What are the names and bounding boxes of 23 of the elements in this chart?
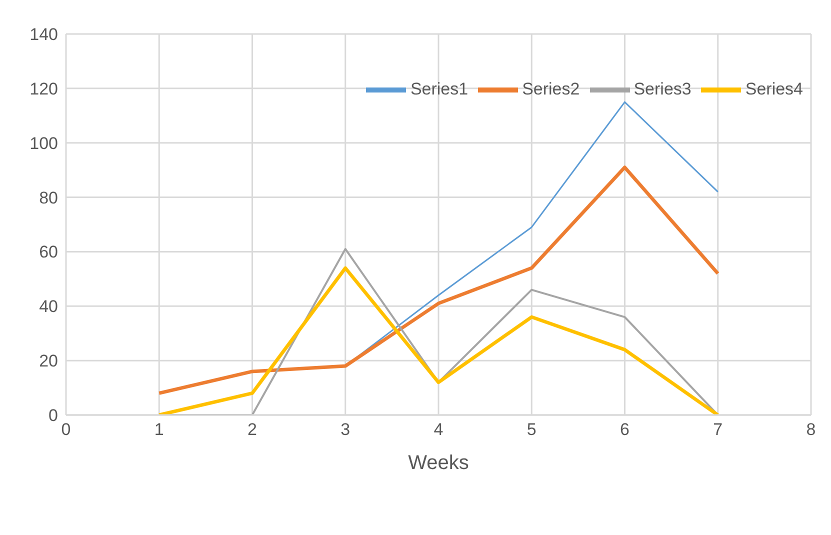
y-tick-label: 20 (39, 352, 58, 371)
y-tick-label: 40 (39, 297, 58, 316)
x-tick-label: 4 (434, 420, 444, 440)
x-tick-label: 2 (248, 420, 257, 440)
x-tick-label: 5 (526, 420, 536, 440)
line-series (157, 166, 720, 395)
x-tick-label: 3 (340, 420, 350, 440)
x-axis-title: Weeks (408, 452, 469, 474)
y-tick-label: 140 (30, 25, 58, 44)
legend-label: Series4 (745, 79, 803, 98)
y-tick-label: 120 (30, 79, 58, 98)
x-tick-label: 1 (154, 420, 164, 440)
x-tick-label: 0 (61, 420, 71, 440)
y-tick-label: 80 (39, 188, 58, 208)
x-tick-label: 8 (806, 420, 816, 440)
y-tick-label: 0 (48, 406, 58, 426)
x-tick-label: 7 (713, 420, 723, 440)
y-tick-label: 100 (30, 134, 58, 153)
legend-label: Series2 (522, 79, 580, 98)
legend-label: Series3 (634, 79, 692, 98)
x-tick-label: 6 (620, 420, 630, 440)
legend-label: Series1 (410, 79, 468, 98)
y-tick-label: 60 (39, 242, 58, 262)
